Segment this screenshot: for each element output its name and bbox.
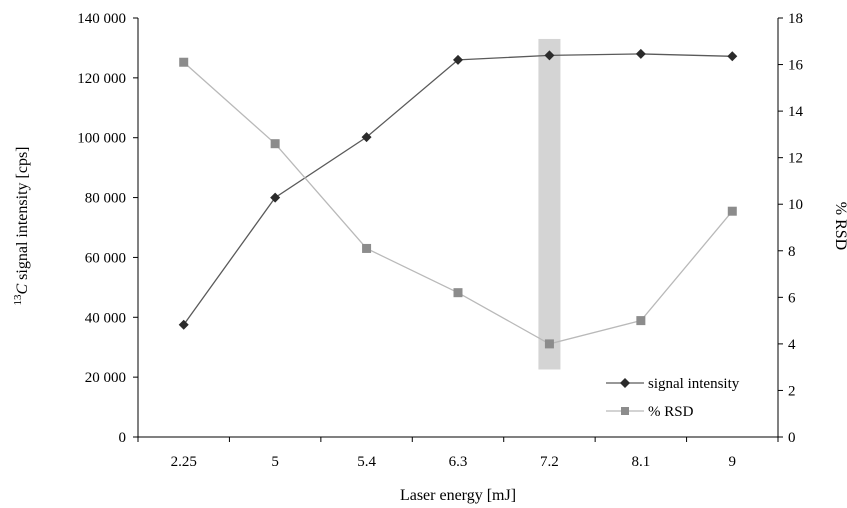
right-y-tick-label: 6 <box>788 290 796 306</box>
rsd-point <box>179 57 189 67</box>
left-y-axis-label-carbon: C <box>14 283 31 294</box>
left-y-tick-label: 140 000 <box>77 11 126 27</box>
left-y-tick-label: 100 000 <box>77 131 126 147</box>
signal-intensity-point <box>544 50 555 61</box>
signal-intensity-point <box>178 319 189 330</box>
signal-intensity-point <box>361 132 372 143</box>
left-y-axis-label-text: signal intensity [cps] <box>14 147 31 284</box>
signal-intensity-point <box>453 54 463 65</box>
right-y-axis-label: % RSD <box>832 202 847 250</box>
rsd-point <box>453 288 463 298</box>
right-y-tick-label: 16 <box>788 58 804 74</box>
right-y-tick-label: 8 <box>788 244 796 260</box>
rsd-point <box>362 243 372 253</box>
left-y-tick-label: 80 000 <box>85 191 126 207</box>
signal-intensity-series-line <box>183 53 733 326</box>
x-axis-label: Laser energy [mJ] <box>400 487 516 504</box>
legend-rsd-marker <box>621 407 629 415</box>
rsd-point <box>636 316 646 326</box>
left-y-axis-label-superscript: 13 <box>12 294 24 306</box>
right-y-tick-label: 0 <box>788 430 796 446</box>
signal-intensity-point <box>727 51 738 62</box>
x-tick-label: 5 <box>271 454 279 470</box>
right-y-tick-label: 18 <box>788 11 803 27</box>
left-y-tick-label: 60 000 <box>85 250 126 266</box>
x-tick-label: 7.2 <box>540 454 559 470</box>
legend-signal-intensity: signal intensity <box>606 376 740 392</box>
right-y-tick-label: 2 <box>788 383 796 399</box>
x-tick-label: 2.25 <box>171 454 197 470</box>
left-y-tick-label: 40 000 <box>85 310 126 326</box>
highlight-band <box>538 38 561 370</box>
left-y-tick-label: 20 000 <box>85 370 126 386</box>
right-y-tick-label: 14 <box>788 104 804 120</box>
rsd-series-line <box>183 61 733 345</box>
signal-intensity-point <box>635 48 646 59</box>
x-tick-label: 9 <box>729 454 737 470</box>
x-tick-label: 5.4 <box>357 454 376 470</box>
signal-intensity-point <box>270 192 281 203</box>
right-y-tick-label: 4 <box>788 337 796 353</box>
rsd-point <box>270 139 280 149</box>
legend-rsd: % RSD <box>606 404 694 420</box>
legend-signal-intensity-marker <box>620 378 630 388</box>
rsd-point <box>544 339 554 349</box>
legend-rsd-label: % RSD <box>648 404 694 420</box>
rsd-point <box>727 206 737 216</box>
right-y-tick-label: 12 <box>788 151 803 167</box>
x-tick-label: 8.1 <box>631 454 650 470</box>
left-y-tick-label: 0 <box>119 430 127 446</box>
legend-signal-intensity-label: signal intensity <box>648 376 740 392</box>
left-y-tick-label: 120 000 <box>77 71 126 87</box>
left-y-axis-label: 13C signal intensity [cps] <box>12 147 31 306</box>
x-tick-label: 6.3 <box>449 454 468 470</box>
right-y-tick-label: 10 <box>788 197 803 213</box>
legend: signal intensity % RSD <box>606 376 740 420</box>
